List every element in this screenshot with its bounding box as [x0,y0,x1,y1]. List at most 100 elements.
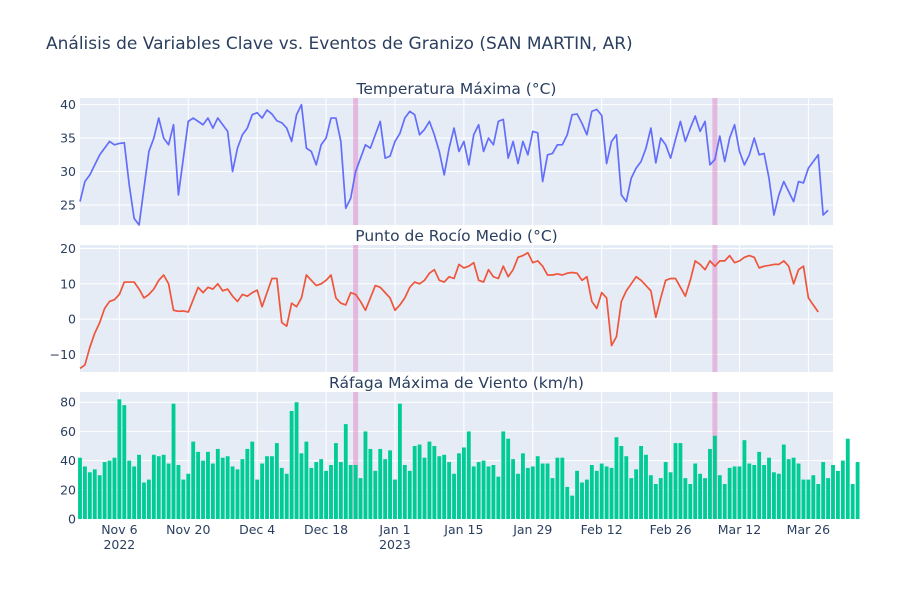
wind-bar [624,456,629,519]
wind-bar [225,456,230,519]
wind-bar [240,459,245,519]
wind-bar [348,464,353,519]
wind-bar [373,470,378,519]
wind-bar [496,476,501,519]
wind-bar [304,441,309,519]
wind-bar [506,438,511,519]
wind-bar [850,483,855,519]
wind-bar [363,431,368,519]
wind-bar [117,399,122,519]
wind-bar [545,463,550,519]
wind-bar [230,466,235,519]
wind-bar [609,467,614,519]
wind-bar [585,479,589,519]
wind-series [78,399,860,519]
wind-bar [816,483,821,519]
wind-bar [329,464,333,519]
temperature-panel: 25 30 35 40 Temperatura Máxima (°C) [60,80,833,226]
x-tick-label: Mar 26 [787,522,831,537]
x-tick-label: Dec 18 [304,522,348,537]
x-tick-label: Nov 6 [101,522,137,537]
wind-bar [417,444,422,519]
wind-bar [776,473,781,519]
wind-bar [604,466,609,519]
wind-bar [383,459,388,519]
wind-bar [752,464,757,519]
x-tick-label: Mar 12 [718,522,761,537]
wind-bar [427,441,432,519]
wind-bar [397,403,402,519]
dewpoint-panel: −10 0 10 20 Punto de Rocío Medio (°C) [50,227,833,372]
temperature-line [79,103,829,226]
wind-bar [525,467,530,519]
wind-bar [215,448,220,519]
wind-bar [806,479,811,519]
wind-bar [712,435,717,519]
wind-bar [457,453,461,519]
x-tick-label: Dec 4 [239,522,275,537]
wind-bar [575,470,579,519]
wind-bar [122,405,127,519]
wind-bar [407,470,412,519]
wind-bar [279,467,284,519]
wind-bar [501,431,506,519]
wind-bar [461,447,466,519]
wind-bar [309,467,314,519]
wind-bar [791,457,796,519]
wind-bar [540,463,545,519]
wind-bar [388,450,392,519]
y-tick-label: 35 [60,131,76,146]
temperature-hail-bands [353,98,718,225]
wind-bar [437,456,442,519]
wind-bar [338,462,343,519]
y-tick-label: 0 [68,312,76,327]
wind-bar [112,457,117,519]
temperature-y-axis: 25 30 35 40 [60,97,76,212]
wind-bar [708,448,712,519]
wind-bar [368,448,373,519]
temperature-series [79,103,829,226]
wind-bar [270,456,274,519]
wind-bar [176,464,181,519]
wind-bar [663,462,668,519]
wind-bar [393,479,397,519]
wind-bar [127,460,132,519]
wind-bar [97,475,102,519]
wind-bar [796,463,801,519]
wind-bar [442,454,447,519]
wind-bar [560,457,565,519]
wind-bar [314,462,319,519]
wind-bar [555,457,560,519]
wind-bar [668,472,673,519]
wind-bar [831,464,835,519]
wind-bar [142,482,146,519]
wind-bar [92,469,97,519]
wind-bar [757,451,762,519]
wind-bar [78,457,82,519]
y-tick-label: 20 [60,482,76,497]
wind-bar [693,463,698,519]
y-tick-label: 30 [60,164,76,179]
wind-bar [678,443,683,519]
hail-event-band [712,98,718,225]
wind-bar [210,463,215,519]
wind-bar [206,451,210,519]
y-tick-label: 10 [60,276,76,291]
wind-bar [220,457,225,519]
wind-bar [132,466,137,519]
wind-bar [83,466,87,519]
wind-bar [186,473,191,519]
wind-bar [629,478,634,519]
wind-bar [255,479,260,519]
temperature-subtitle: Temperatura Máxima (°C) [356,80,557,98]
y-tick-label: −10 [50,347,76,362]
wind-bar [402,464,407,519]
wind-bar [319,459,324,519]
temperature-plot-area [80,98,833,225]
wind-bar [742,440,747,519]
wind-bar [511,459,516,519]
wind-bar [476,462,481,519]
hail-event-band [353,245,359,372]
